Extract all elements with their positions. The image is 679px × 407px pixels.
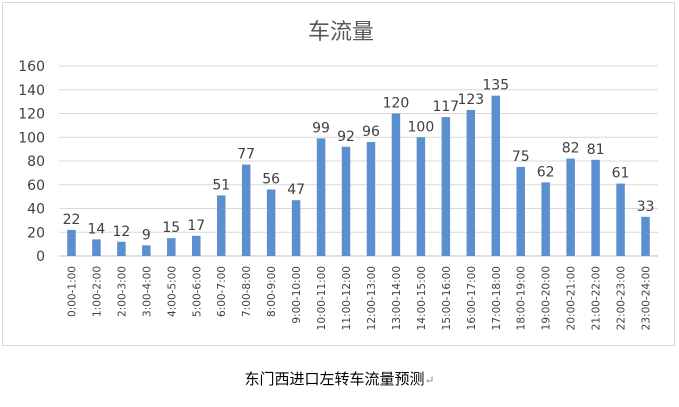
caption-text: 东门西进口左转车流量预测	[244, 370, 425, 388]
bar	[241, 164, 251, 256]
data-label: 135	[482, 78, 509, 94]
bar	[616, 183, 625, 256]
x-tick-label: 7:00-8:00	[241, 266, 253, 317]
data-label: 96	[362, 124, 380, 140]
data-label: 92	[337, 129, 355, 145]
data-label: 17	[187, 218, 205, 234]
x-tick-label: 21:00-22:00	[591, 266, 603, 330]
x-tick-label: 13:00-14:00	[391, 266, 403, 330]
gridlines	[59, 65, 658, 257]
bar	[466, 109, 476, 256]
y-tick-label: 120	[18, 107, 45, 123]
bar	[67, 229, 76, 256]
data-label: 51	[212, 177, 230, 193]
data-label: 33	[637, 199, 655, 215]
x-tick-label: 1:00-2:00	[91, 266, 103, 317]
y-axis-ticks: 0 20 40 60 80 100 120 140 160	[18, 59, 45, 265]
bar	[167, 238, 176, 256]
x-tick-label: 6:00-7:00	[216, 266, 228, 317]
bar	[92, 239, 101, 256]
x-tick-label: 3:00-4:00	[141, 266, 153, 317]
data-label: 123	[457, 92, 484, 108]
bar	[192, 235, 201, 256]
figure-caption: 东门西进口左转车流量预测↵	[0, 368, 679, 389]
bar	[216, 195, 226, 256]
bar	[391, 113, 401, 256]
x-tick-label: 17:00-18:00	[491, 266, 503, 330]
bars	[67, 95, 650, 256]
x-tick-label: 0:00-1:00	[66, 266, 78, 317]
bar	[591, 159, 600, 256]
chart-frame: 车流量 0 20 40 60 80 100 120 140 160 22 14 12 9 15 17 51 7…	[2, 2, 675, 346]
x-tick-label: 10:00-11:00	[316, 266, 328, 330]
bar	[291, 200, 301, 256]
bar	[366, 142, 376, 256]
y-tick-label: 20	[27, 225, 45, 241]
data-label: 15	[162, 220, 180, 236]
data-label: 117	[432, 99, 459, 115]
bar	[266, 189, 276, 256]
x-tick-label: 2:00-3:00	[116, 266, 128, 317]
x-tick-label: 23:00-24:00	[641, 266, 653, 330]
data-label: 62	[537, 164, 555, 180]
bar	[441, 117, 451, 256]
data-label: 77	[237, 147, 255, 163]
data-label: 12	[112, 224, 130, 240]
bar	[142, 245, 151, 256]
bar	[541, 182, 550, 256]
bar	[341, 146, 351, 256]
data-label: 99	[312, 120, 330, 136]
x-tick-label: 8:00-9:00	[266, 266, 278, 317]
data-label: 61	[612, 166, 630, 182]
x-tick-label: 11:00-12:00	[341, 266, 353, 330]
y-tick-label: 40	[27, 202, 45, 218]
x-tick-label: 16:00-17:00	[466, 266, 478, 330]
x-tick-label: 22:00-23:00	[616, 266, 628, 330]
bar	[416, 137, 426, 256]
x-tick-label: 14:00-15:00	[416, 266, 428, 330]
x-tick-label: 5:00-6:00	[191, 266, 203, 317]
bar	[316, 138, 326, 256]
bar	[566, 158, 575, 256]
x-tick-label: 9:00-10:00	[291, 266, 303, 324]
y-tick-label: 160	[18, 59, 45, 75]
data-label: 81	[587, 142, 605, 158]
data-label: 9	[142, 227, 151, 243]
bar	[516, 166, 525, 256]
data-label: 56	[262, 172, 280, 188]
paragraph-mark: ↵	[424, 373, 435, 387]
data-label: 100	[408, 119, 435, 135]
data-label: 22	[63, 212, 81, 228]
x-tick-label: 19:00-20:00	[541, 266, 553, 330]
x-tick-label: 15:00-16:00	[441, 266, 453, 330]
bar	[491, 95, 501, 256]
y-tick-label: 140	[18, 83, 45, 99]
y-tick-label: 100	[18, 130, 45, 146]
bar	[117, 241, 126, 256]
data-label: 75	[512, 149, 530, 165]
data-label: 14	[88, 221, 106, 237]
chart-title: 车流量	[308, 20, 374, 45]
x-axis-ticks: 0:00-1:00 1:00-2:00 2:00-3:00 3:00-4:00 4:00…	[66, 266, 652, 330]
x-tick-label: 4:00-5:00	[166, 266, 178, 317]
x-tick-label: 18:00-19:00	[516, 266, 528, 330]
bar-chart: 车流量 0 20 40 60 80 100 120 140 160 22 14 12 9 15 17 51 7…	[18, 20, 658, 330]
data-label: 82	[562, 141, 580, 157]
y-tick-label: 60	[27, 178, 45, 194]
x-tick-label: 20:00-21:00	[566, 266, 578, 330]
y-tick-label: 80	[27, 154, 45, 170]
x-tick-label: 12:00-13:00	[366, 266, 378, 330]
data-label: 47	[287, 182, 305, 198]
bar	[641, 216, 650, 256]
data-label: 120	[383, 96, 410, 112]
y-tick-label: 0	[36, 249, 45, 265]
